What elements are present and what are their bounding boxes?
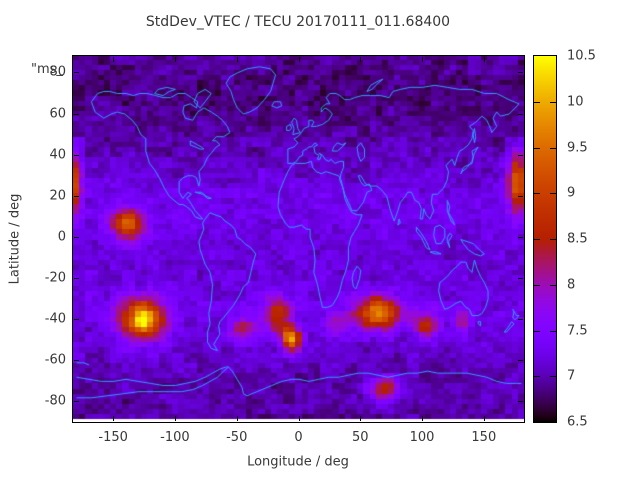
y-tick-label: -40 (44, 311, 66, 327)
y-tick-label: 60 (49, 106, 66, 122)
y-tick-label: 20 (49, 188, 66, 204)
colorbar-tick-label: 6.5 (567, 414, 588, 430)
y-tick-label: -60 (44, 352, 66, 368)
x-tick-label: -50 (226, 430, 248, 445)
x-tick-label: 0 (294, 430, 303, 445)
colorbar-tick-label: 9.5 (567, 140, 588, 155)
x-axis-label: Longitude / deg (247, 454, 349, 470)
colorbar-tick-label: 8 (567, 277, 576, 293)
y-tick-label: 40 (49, 147, 66, 163)
x-tick-label: 150 (471, 430, 497, 445)
heatmap-canvas (73, 56, 524, 422)
y-tick-label: 80 (49, 64, 66, 80)
colorbar-tick-label: 9 (567, 185, 576, 201)
y-tick-label: -80 (44, 393, 66, 409)
y-tick-label: 0 (57, 229, 66, 245)
y-tick-label: -20 (44, 270, 66, 286)
colorbar-frame (533, 55, 557, 423)
x-tick-label: 100 (409, 430, 435, 445)
x-tick-label: -150 (98, 430, 128, 445)
x-tick-label: -100 (160, 430, 190, 445)
colorbar-tick-label: 7 (567, 368, 576, 384)
colorbar-tick-label: 8.5 (567, 231, 588, 247)
plot-title: StdDev_VTEC / TECU 20170111_011.68400 (145, 14, 451, 30)
stray-clipped-label: "ms_ (31, 62, 63, 77)
plot-frame (72, 55, 525, 423)
colorbar-tick-label: 10.5 (567, 48, 596, 64)
colorbar-tick-label: 10 (567, 94, 584, 110)
colorbar-tick-label: 7.5 (567, 323, 588, 338)
x-tick-label: 50 (351, 430, 369, 445)
colorbar (534, 56, 556, 422)
